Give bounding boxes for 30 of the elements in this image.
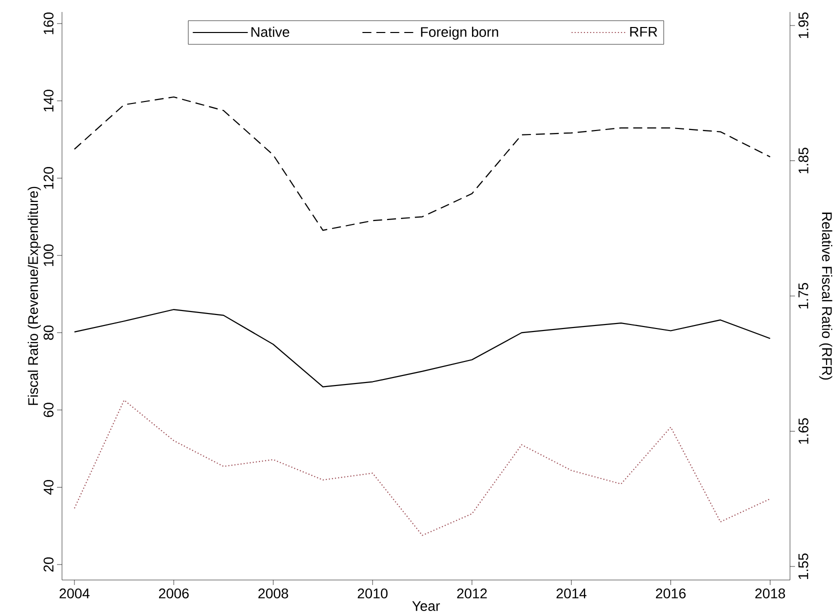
legend-label: RFR — [630, 26, 658, 36]
x-tick-label: 2010 — [358, 588, 388, 598]
x-tick-label: 2012 — [457, 588, 487, 598]
y-tick-label: 100 — [44, 244, 54, 266]
y-tick-label: 120 — [44, 166, 54, 189]
y2-tick-label: 1.65 — [798, 418, 808, 444]
x-tick-label: 2018 — [755, 588, 786, 598]
x-tick-label: 2016 — [656, 588, 686, 598]
y2-tick-label: 1.55 — [798, 553, 808, 579]
y-tick-label: 20 — [44, 557, 54, 572]
line-series — [74, 308, 771, 388]
x-tick-label: 2004 — [60, 588, 90, 598]
y2-tick-label: 1.75 — [798, 282, 808, 308]
y-tick-label: 40 — [44, 480, 54, 495]
line-series — [74, 399, 771, 536]
y2-axis-title: Relative Fiscal Ratio (RFR) — [819, 212, 832, 380]
y2-tick-label: 1.85 — [798, 148, 808, 174]
y-tick-label: 80 — [44, 325, 54, 340]
y-axis-title: Fiscal Ratio (Revenue/Expenditure) — [28, 186, 41, 405]
y-tick-label: 140 — [44, 90, 54, 112]
y-tick-label: 60 — [44, 402, 54, 417]
line-series — [74, 96, 771, 231]
y2-tick-label: 1.95 — [798, 12, 808, 38]
x-tick-label: 2008 — [258, 588, 288, 598]
legend-label: Native — [251, 26, 290, 37]
legend-label: Foreign born — [421, 26, 498, 40]
x-axis-title: Year — [412, 601, 440, 611]
x-tick-label: 2014 — [556, 588, 586, 598]
x-tick-label: 2006 — [159, 588, 189, 598]
y-tick-label: 160 — [44, 12, 54, 34]
